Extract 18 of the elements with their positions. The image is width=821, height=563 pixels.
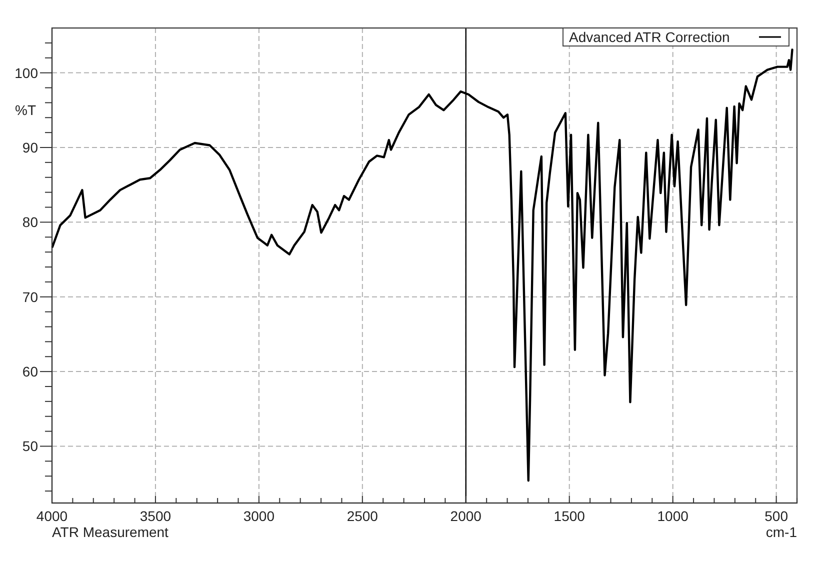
x-tick-label: 1500: [554, 508, 586, 524]
y-axis-title: %T: [15, 102, 36, 118]
legend-label: Advanced ATR Correction: [569, 29, 730, 45]
y-tick-label: 100: [14, 64, 38, 81]
x-tick-label: 1000: [657, 508, 689, 524]
x-tick-label: 3000: [243, 508, 275, 524]
x-axis-title: cm-1: [766, 524, 798, 540]
x-tick-label: 500: [764, 508, 788, 524]
y-tick-label: 70: [22, 288, 38, 305]
x-tick-label: 3500: [140, 508, 172, 524]
x-tick-label: 2500: [346, 508, 378, 524]
y-tick-label: 60: [22, 364, 38, 380]
y-tick-label: 50: [22, 438, 38, 454]
x-tick-label: 4000: [36, 508, 68, 524]
y-tick-label: 90: [22, 139, 38, 156]
x-tick-label: 2000: [450, 508, 482, 524]
y-tick-label: 80: [22, 214, 38, 230]
text: ATR Measurement: [52, 524, 169, 540]
